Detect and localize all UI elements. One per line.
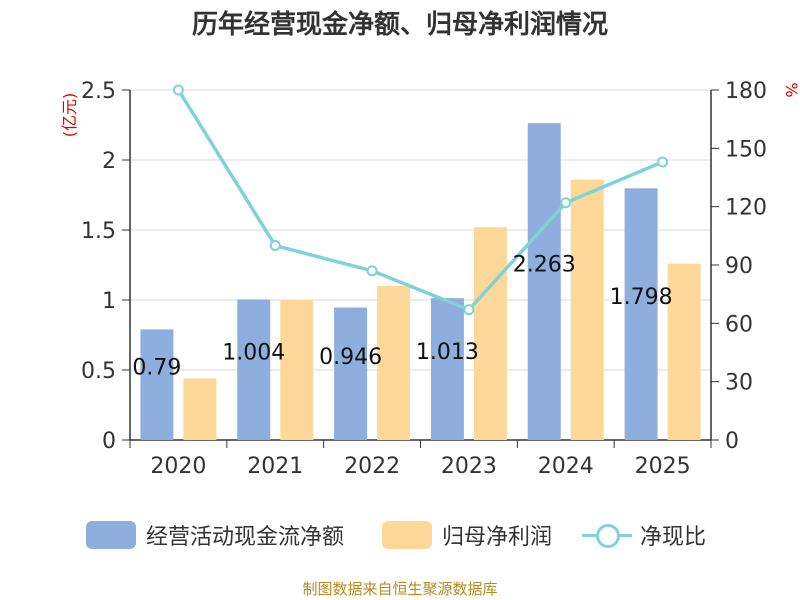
line-point-cash-ratio <box>269 240 281 252</box>
line-cash-ratio <box>176 89 664 312</box>
bar-net-profit <box>473 227 507 440</box>
left-axis-tick-label: 2 <box>102 149 116 174</box>
x-axis-category-label: 2025 <box>635 454 691 479</box>
x-axis-category-label: 2020 <box>150 454 206 479</box>
bar-net-profit <box>377 286 411 440</box>
legend-label-net-profit: 归母净利润 <box>442 525 553 550</box>
x-axis-category-label: 2021 <box>247 454 303 479</box>
left-axis-tick-label: 1 <box>102 289 116 314</box>
bar-data-label-cashflow: 2.263 <box>513 253 576 278</box>
data-source-note: 制图数据来自恒生聚源数据库 <box>302 580 498 598</box>
bar-cashflow <box>430 298 464 440</box>
legend-swatch-net-profit <box>382 521 432 549</box>
legend-label-cashflow: 经营活动现金流净额 <box>146 525 345 550</box>
legend-label-cash-ratio: 净现比 <box>640 525 707 550</box>
legend-item-cash-ratio[interactable]: 净现比 <box>582 518 706 552</box>
right-axis-tick-label: 30 <box>725 371 753 396</box>
bar-cashflow <box>334 307 368 440</box>
legend-swatch-cashflow <box>86 521 136 549</box>
chart-legend: 经营活动现金流净额 归母净利润 净现比 <box>0 518 800 552</box>
bar-net-profit <box>570 179 604 440</box>
bar-cashflow <box>527 123 561 441</box>
x-axis-category-label: 2022 <box>344 454 400 479</box>
left-axis-tick-label: 0 <box>102 429 116 454</box>
bar-net-profit <box>280 300 314 440</box>
bar-cashflow <box>624 188 658 440</box>
right-axis-unit-label: % <box>782 82 800 97</box>
x-axis-category-label: 2024 <box>538 454 594 479</box>
right-axis-tick-label: 120 <box>725 196 767 221</box>
legend-item-cashflow[interactable]: 经营活动现金流净额 <box>86 518 344 552</box>
line-point-cash-ratio <box>172 84 184 96</box>
bar-data-label-cashflow: 0.946 <box>319 345 382 370</box>
left-axis-tick-label: 2.5 <box>81 79 116 104</box>
bar-data-label-cashflow: 1.004 <box>222 341 285 366</box>
bar-cashflow <box>237 299 271 440</box>
right-axis-tick-label: 180 <box>725 79 767 104</box>
left-axis-unit-label: (亿元) <box>60 93 79 138</box>
bar-data-label-cashflow: 0.79 <box>132 356 181 381</box>
left-axis-tick-label: 0.5 <box>81 359 116 384</box>
bar-net-profit <box>183 378 217 440</box>
line-point-cash-ratio <box>366 265 378 277</box>
legend-item-net-profit[interactable]: 归母净利润 <box>382 518 552 552</box>
right-axis-tick-label: 150 <box>725 137 767 162</box>
right-axis-tick-label: 0 <box>725 429 739 454</box>
left-axis-tick-label: 1.5 <box>81 219 116 244</box>
legend-swatch-cash-ratio <box>582 521 632 549</box>
bar-data-label-cashflow: 1.013 <box>416 340 479 365</box>
bar-data-label-cashflow: 1.798 <box>610 285 673 310</box>
bar-cashflow <box>140 329 174 440</box>
x-axis-category-label: 2023 <box>441 454 497 479</box>
right-axis-tick-label: 90 <box>725 254 753 279</box>
line-point-cash-ratio <box>657 156 669 168</box>
bar-net-profit <box>667 263 701 440</box>
line-point-cash-ratio <box>463 304 475 316</box>
line-point-cash-ratio <box>560 197 572 209</box>
chart-title: 历年经营现金净额、归母净利润情况 <box>191 10 608 40</box>
right-axis-tick-label: 60 <box>725 312 753 337</box>
